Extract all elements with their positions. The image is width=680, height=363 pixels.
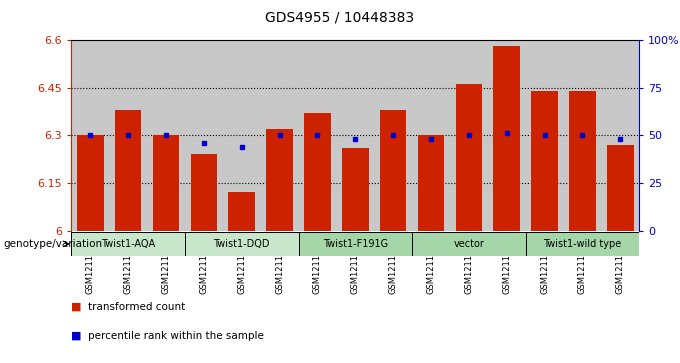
- Bar: [77, 135, 103, 231]
- Bar: [526, 40, 564, 231]
- Text: Twist1-AQA: Twist1-AQA: [101, 239, 155, 249]
- Bar: [531, 91, 558, 231]
- Bar: [153, 135, 180, 231]
- Bar: [456, 84, 482, 231]
- Text: transformed count: transformed count: [88, 302, 186, 312]
- Bar: [299, 40, 337, 231]
- Bar: [147, 40, 185, 231]
- Bar: [374, 40, 412, 231]
- Text: percentile rank within the sample: percentile rank within the sample: [88, 331, 265, 341]
- Bar: [337, 40, 374, 231]
- Bar: [564, 40, 601, 231]
- Bar: [380, 110, 407, 231]
- Bar: [450, 40, 488, 231]
- Bar: [267, 129, 293, 231]
- Text: Twist1-wild type: Twist1-wild type: [543, 239, 622, 249]
- Bar: [569, 91, 596, 231]
- Bar: [223, 40, 260, 231]
- Bar: [185, 232, 299, 256]
- Bar: [260, 40, 299, 231]
- Bar: [418, 135, 444, 231]
- Bar: [109, 40, 147, 231]
- Bar: [228, 192, 255, 231]
- Bar: [607, 145, 634, 231]
- Bar: [115, 110, 141, 231]
- Bar: [71, 40, 109, 231]
- Bar: [304, 113, 330, 231]
- Bar: [494, 46, 520, 231]
- Bar: [412, 232, 526, 256]
- Bar: [412, 40, 450, 231]
- Bar: [601, 40, 639, 231]
- Bar: [488, 40, 526, 231]
- Bar: [526, 232, 639, 256]
- Bar: [185, 40, 223, 231]
- Bar: [190, 154, 217, 231]
- Text: GDS4955 / 10448383: GDS4955 / 10448383: [265, 11, 415, 25]
- Text: Twist1-F191G: Twist1-F191G: [323, 239, 388, 249]
- Text: ■: ■: [71, 302, 82, 312]
- Text: ■: ■: [71, 331, 82, 341]
- Text: Twist1-DQD: Twist1-DQD: [214, 239, 270, 249]
- Text: vector: vector: [454, 239, 484, 249]
- Bar: [71, 232, 185, 256]
- Bar: [299, 232, 412, 256]
- Text: genotype/variation: genotype/variation: [3, 239, 103, 249]
- Bar: [342, 148, 369, 231]
